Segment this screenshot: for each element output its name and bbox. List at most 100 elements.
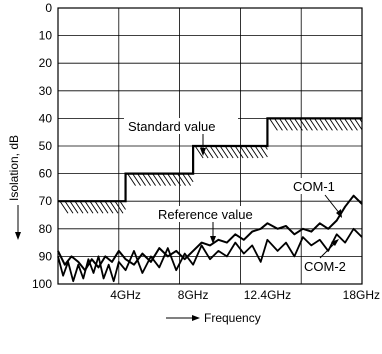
standard-value-label: Standard value [128,119,215,134]
x-tick-label: 18GHz [343,288,380,302]
hatch-mark [254,145,264,159]
hatch-mark [152,173,161,186]
hatch-mark [289,118,298,131]
hatch-mark [167,173,176,186]
y-tick-label: 30 [39,84,53,98]
y-axis-label: Isolation, dB [7,135,21,201]
hatch-mark [279,118,288,131]
com2-pointer-head [331,239,339,246]
hatch-mark [344,118,353,131]
hatch-mark [269,118,278,131]
hatch-mark [334,118,343,131]
standard-value-hatching [59,118,363,214]
x-axis-arrow-head [192,315,200,321]
hatch-mark [309,118,318,131]
y-tick-label: 10 [39,29,53,43]
hatch-mark [314,118,323,131]
y-tick-label: 70 [39,194,53,208]
hatch-mark [274,118,283,131]
com2-label: COM-2 [304,259,346,274]
hatch-mark [244,145,254,159]
hatch-mark [147,173,156,186]
y-tick-label: 60 [39,167,53,181]
annotations: Standard value Reference value COM-1 COM… [124,118,358,274]
com2-line [57,227,363,283]
hatch-mark [194,145,204,159]
hatch-mark [157,173,166,186]
hatch-mark [74,200,84,214]
x-axis-label: Frequency [204,311,261,325]
reference-value-label-bg [154,206,278,222]
hatch-mark [214,145,224,159]
y-axis-label-group: Isolation, dB [7,135,21,240]
hatch-mark [349,118,358,131]
hatch-mark [187,173,194,183]
y-tick-label: 100 [32,277,52,291]
hatch-mark [79,200,89,214]
hatch-mark [177,173,186,186]
hatch-mark [64,200,74,214]
hatch-mark [127,173,136,186]
x-tick-labels: 4GHz 8GHz 12.4GHz 18GHz [110,288,380,302]
hatch-mark [104,200,114,214]
standard-value-pointer-head [200,148,206,156]
hatch-mark [299,118,308,131]
hatch-mark [137,173,146,186]
hatch-mark [224,145,234,159]
hatch-mark [89,200,99,214]
hatch-mark [304,118,313,131]
y-tick-label: 80 [39,222,53,236]
y-tick-label: 50 [39,139,53,153]
hatch-mark [119,200,126,210]
com1-label: COM-1 [293,179,335,194]
y-tick-label: 90 [39,249,53,263]
hatch-mark [239,145,249,159]
hatch-mark [249,145,259,159]
com2-pointer [319,241,337,259]
y-axis-arrow-head [15,232,21,240]
standard-value-line [58,117,362,203]
hatch-mark [329,118,338,131]
hatch-mark [219,145,229,159]
com1-label-bg [290,178,348,194]
plot-frame [57,7,363,285]
hatch-mark [234,145,244,159]
hatch-mark [69,200,79,214]
hatch-mark [354,118,363,131]
reference-value-pointer-head [210,236,216,244]
hatch-mark [142,173,151,186]
standard-value-label-bg [124,118,238,134]
hatch-mark [109,200,119,214]
x-tick-label: 4GHz [110,288,141,302]
hatch-mark [114,200,124,214]
hatch-mark [284,118,293,131]
hatch-mark [94,200,104,214]
com2-label-bg [302,258,358,274]
y-tick-label: 40 [39,111,53,125]
com1-pointer-head [336,209,342,218]
hatch-mark [319,118,328,131]
hatch-mark [162,173,171,186]
hatch-mark [182,173,191,186]
hatch-mark [84,200,94,214]
hatch-mark [172,173,181,186]
x-tick-label: 8GHz [178,288,209,302]
hatch-mark [99,200,109,214]
y-tick-label: 0 [45,1,52,15]
hatch-mark [209,145,219,159]
x-axis-label-group: Frequency [166,311,261,325]
hatch-mark [229,145,239,159]
standard-value-step [58,117,362,203]
hatch-mark [132,173,141,186]
hatch-mark [294,118,303,131]
y-tick-labels: 0 10 20 30 40 50 60 70 80 90 100 [32,1,52,291]
hatch-mark [339,118,348,131]
hatch-mark [204,145,214,159]
hatch-mark [324,118,333,131]
y-tick-label: 20 [39,56,53,70]
hatch-mark [259,145,268,158]
x-tick-label: 12.4GHz [244,288,291,302]
com1-pointer [324,194,341,215]
reference-value-label: Reference value [158,207,253,222]
